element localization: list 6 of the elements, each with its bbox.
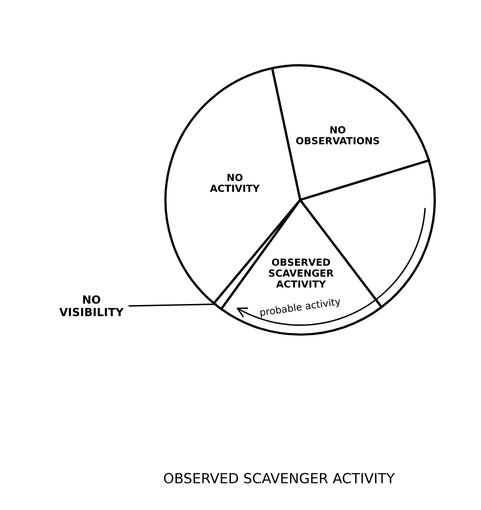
text: probable activity [260,297,342,318]
slice-label: NO ACTIVITY [210,174,260,192]
slice-label: NO VISIBILITY [59,295,124,316]
slice-label: OBSERVED SCAVENGER ACTIVITY [268,258,334,288]
text: OBSERVED SCAVENGER ACTIVITY [164,472,395,484]
slice-label: NO OBSERVATIONS [296,126,380,144]
